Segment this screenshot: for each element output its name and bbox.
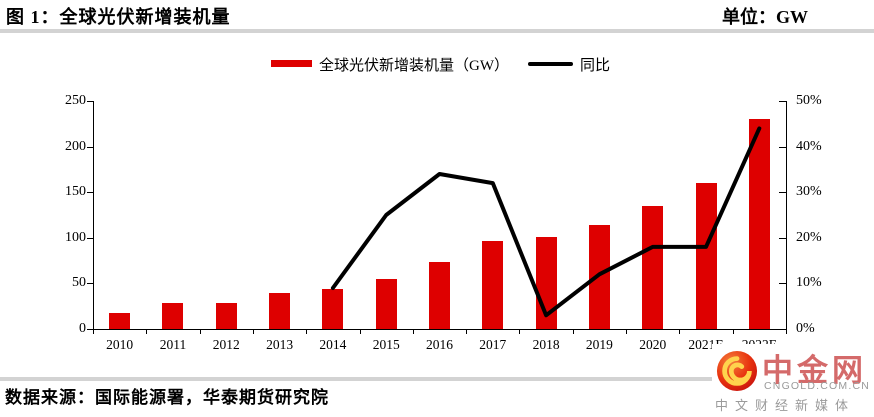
x-axis-label: 2010 [106,337,134,352]
y-axis-left-tick [87,146,93,148]
y-axis-left-tick [87,283,93,285]
legend-bar-swatch [271,60,312,67]
y-axis-right-tick [779,283,786,285]
y-axis-right-tick [779,192,786,194]
x-axis-tick [679,330,681,334]
x-axis-label: 2018 [532,337,560,352]
x-axis-tick [572,330,574,334]
bar-2022E [748,119,770,329]
x-axis-tick [626,330,628,334]
x-axis-line [93,329,787,330]
x-axis-tick [146,330,148,334]
y-axis-left-label: 50 [72,275,86,291]
x-axis-tick [93,330,94,334]
bar-2020 [642,205,664,329]
y-axis-left-tick [87,101,93,102]
x-axis-tick [199,330,201,334]
y-axis-left-label: 200 [65,138,86,154]
bar-2013 [269,292,291,329]
chart-plot-area: 0 50 100 150 200 250 0% 10% 20% 30% 40% 50% 2010 2011… [65,93,822,352]
y-axis-left-label: 250 [65,93,86,108]
chart-legend: 全球光伏新增装机量（GW） 同比 [0,52,874,76]
x-axis-tick [412,330,414,334]
y-axis-left-label: 0 [79,321,86,336]
yoy-line [330,126,762,318]
x-axis-label: 2012 [212,337,240,352]
y-axis-right-label: 50% [796,93,822,108]
bar-2021E [695,183,717,329]
bar-2014 [322,288,344,329]
brand-domain: CNGOLD.COM.CN [764,380,871,392]
x-axis-tick [252,330,254,334]
footer-divider [0,377,874,381]
bar-2015 [375,278,397,329]
bar-2011 [162,303,184,329]
x-axis-label: 2020 [639,337,667,352]
x-axis-tick [306,330,308,334]
y-axis-right-label: 20% [796,229,822,245]
brand-tagline: 中文财经新媒体 [715,398,856,413]
x-axis-label: 2019 [585,337,613,352]
bar-2019 [588,225,610,329]
x-axis-tick [732,330,734,334]
y-axis-right-label: 10% [796,275,822,291]
y-axis-right-tick [779,329,786,330]
x-axis-label: 2013 [266,337,294,352]
x-axis-tick [359,330,361,334]
y-axis-left-tick [87,192,93,194]
y-axis-left-tick [87,329,93,330]
x-axis-tick [466,330,468,334]
x-axis-tick [786,330,787,334]
y-axis-right-tick [779,101,786,102]
x-axis-label: 2015 [372,337,400,352]
y-axis-left-label: 100 [65,229,86,245]
y-axis-right-tick [779,146,786,148]
y-axis-right-line [786,101,787,330]
data-source-note: 数据来源：国际能源署，华泰期货研究院 [5,388,329,407]
bar-2016 [429,261,450,329]
x-axis-label: 2017 [479,337,507,352]
y-axis-left-tick [87,237,93,239]
header-divider [0,29,874,33]
legend-bar-label: 全球光伏新增装机量（GW） [319,58,509,74]
bar-2010 [109,313,131,329]
y-axis-right-label: 40% [796,138,822,154]
x-axis-label: 2011 [159,337,187,352]
legend-line-label: 同比 [580,58,611,74]
cngold-swirl-icon [716,350,758,392]
x-axis-label: 2014 [319,337,347,352]
legend-line-swatch [528,62,573,66]
y-axis-right-tick [779,237,786,239]
x-axis-label: 2016 [426,337,453,352]
cngold-watermark: 中金网 CNGOLD.COM.CN 中文财经新媒体 [712,344,874,417]
bar-2017 [482,240,504,329]
unit-label: 单位：GW [721,7,808,27]
bar-2012 [215,302,237,329]
page-title: 图 1：全球光伏新增装机量 [6,7,231,27]
x-axis-tick [519,330,521,334]
yoy-line-layer [330,126,762,318]
brand-name: 中金网 [762,353,867,388]
y-axis-left-label: 150 [65,184,86,200]
y-axis-right-label: 0% [796,321,815,336]
y-axis-right-label: 30% [796,184,822,200]
y-axis-left-line [93,101,94,330]
